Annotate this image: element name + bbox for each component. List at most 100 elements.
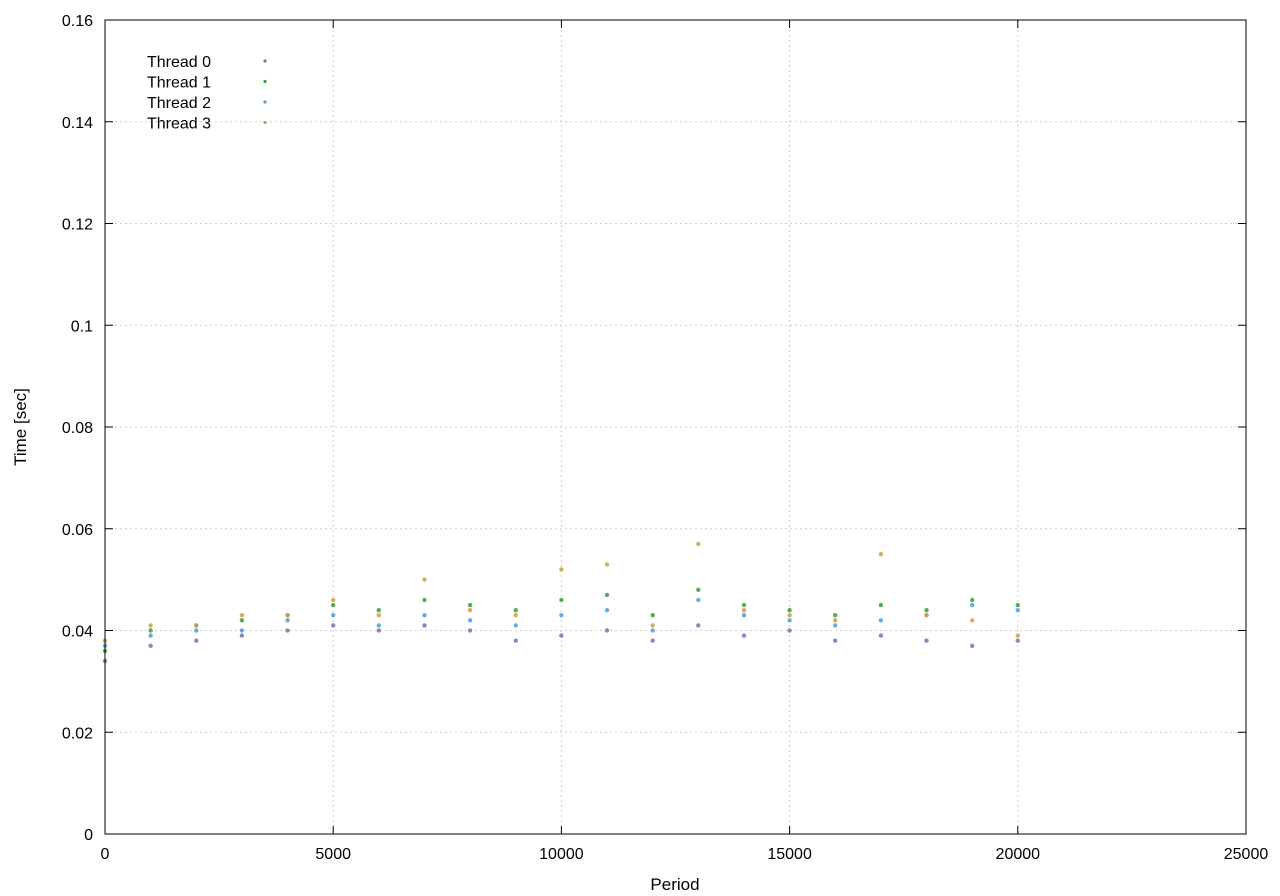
- data-point: [1015, 608, 1020, 613]
- data-point: [148, 633, 153, 638]
- legend-marker: [263, 120, 267, 125]
- data-point: [467, 608, 473, 613]
- data-point: [513, 613, 518, 618]
- data-point: [696, 541, 701, 547]
- data-point: [559, 597, 564, 603]
- legend: Thread 0 Thread 1 Thread 2 Thread 3: [147, 54, 267, 133]
- data-point: [513, 608, 518, 613]
- legend-label: Thread 2: [147, 95, 211, 112]
- data-point: [376, 628, 381, 633]
- data-point: [194, 623, 199, 628]
- data-point: [741, 613, 747, 618]
- data-point: [970, 602, 975, 608]
- data-point: [1015, 633, 1020, 638]
- x-tick-label: 20000: [996, 846, 1041, 863]
- data-points: [102, 541, 1020, 664]
- data-point: [650, 638, 655, 643]
- data-point: [1015, 638, 1020, 643]
- data-point: [194, 628, 199, 633]
- data-point: [285, 618, 290, 623]
- data-point: [787, 608, 792, 613]
- data-point: [696, 587, 701, 592]
- y-tick-label: 0.04: [62, 624, 93, 641]
- y-tick-label: 0.1: [71, 318, 93, 335]
- data-point: [741, 602, 747, 608]
- x-tick-label: 25000: [1224, 846, 1269, 863]
- axis-ticks: [104, 19, 1247, 835]
- data-point: [878, 633, 884, 638]
- legend-marker: [263, 59, 267, 63]
- data-point: [924, 608, 929, 613]
- data-point: [467, 618, 473, 623]
- x-tick-label: 10000: [539, 846, 584, 863]
- data-point: [194, 638, 199, 643]
- x-axis-label: Period: [650, 875, 699, 894]
- data-point: [741, 633, 747, 638]
- y-tick-label: 0.14: [62, 115, 93, 132]
- y-tick-labels: 0 0.02 0.04 0.06 0.08 0.1 0.12 0.14 0.16: [62, 13, 93, 844]
- data-point: [376, 623, 381, 628]
- data-point: [331, 602, 336, 608]
- data-point: [650, 613, 655, 618]
- data-point: [513, 623, 518, 628]
- legend-marker: [263, 79, 267, 84]
- y-tick-label: 0: [84, 827, 93, 844]
- data-point: [787, 613, 792, 618]
- data-point: [285, 613, 290, 618]
- data-point: [833, 623, 838, 628]
- data-point: [696, 623, 701, 628]
- data-point: [696, 597, 701, 603]
- data-point: [650, 623, 655, 628]
- data-point: [741, 608, 747, 613]
- legend-marker: [263, 100, 267, 104]
- y-tick-label: 0.12: [62, 217, 93, 234]
- x-tick-label: 15000: [767, 846, 812, 863]
- data-point: [467, 628, 473, 633]
- data-point: [878, 602, 884, 608]
- data-point: [239, 613, 245, 618]
- x-tick-label: 5000: [315, 846, 351, 863]
- data-point: [148, 643, 153, 648]
- data-point: [833, 613, 838, 618]
- data-point: [787, 618, 792, 623]
- series-3: [102, 541, 1020, 643]
- data-point: [970, 618, 975, 623]
- y-tick-label: 0.08: [62, 420, 93, 437]
- data-point: [422, 597, 427, 603]
- data-point: [604, 562, 610, 567]
- data-point: [376, 608, 381, 613]
- data-point: [467, 602, 473, 608]
- data-point: [924, 638, 929, 643]
- y-tick-label: 0.02: [62, 725, 93, 742]
- data-point: [422, 577, 427, 582]
- data-point: [285, 628, 290, 633]
- data-point: [422, 623, 427, 628]
- data-point: [239, 633, 245, 638]
- data-point: [239, 628, 245, 633]
- data-point: [604, 608, 610, 613]
- data-point: [924, 613, 929, 618]
- data-point: [559, 567, 564, 572]
- x-tick-labels: 0 5000 10000 15000 20000 25000: [101, 846, 1269, 863]
- data-point: [148, 628, 153, 633]
- data-point: [878, 552, 884, 557]
- data-point: [970, 597, 975, 603]
- data-point: [833, 638, 838, 643]
- x-tick-label: 0: [101, 846, 110, 863]
- data-point: [239, 618, 245, 623]
- series-2: [102, 597, 1020, 648]
- data-point: [833, 618, 838, 623]
- legend-label: Thread 0: [147, 54, 211, 71]
- data-point: [970, 643, 975, 648]
- data-point: [513, 638, 518, 643]
- series-0: [102, 623, 1020, 664]
- data-point: [1015, 602, 1020, 608]
- grid: [105, 20, 1246, 834]
- data-point: [148, 623, 153, 628]
- data-point: [559, 633, 564, 638]
- data-point: [422, 613, 427, 618]
- data-point: [331, 623, 336, 628]
- data-point: [604, 628, 610, 633]
- data-point: [878, 618, 884, 623]
